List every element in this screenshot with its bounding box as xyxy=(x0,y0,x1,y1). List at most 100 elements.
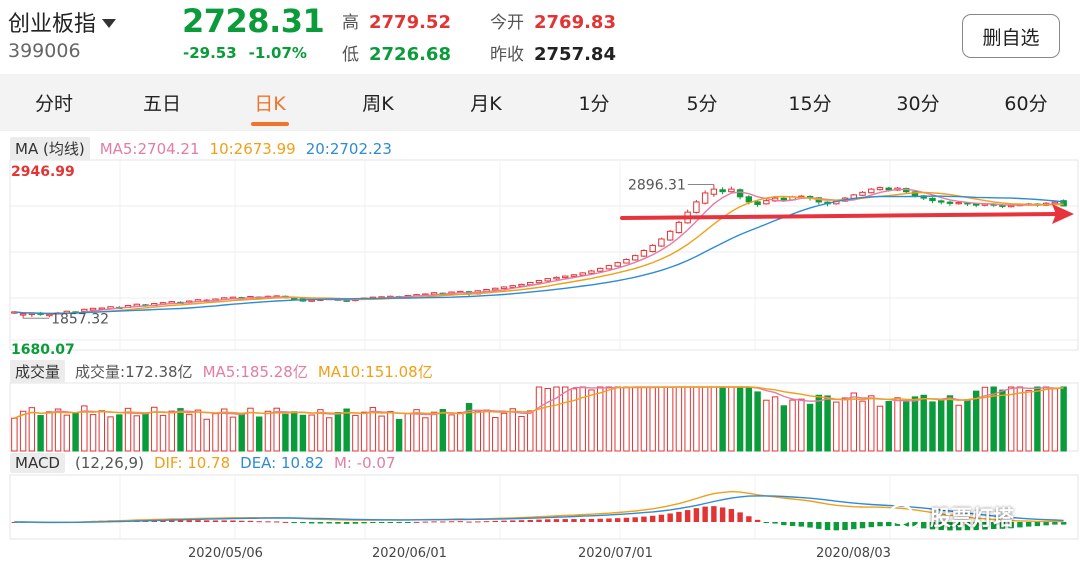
price-axis-min: 1680.07 xyxy=(11,342,75,358)
macd-histogram-bar xyxy=(754,519,761,522)
macd-histogram-bar xyxy=(824,522,831,531)
macd-histogram-bar xyxy=(370,522,376,523)
macd-histogram-bar xyxy=(693,508,700,522)
volume-bar xyxy=(177,408,184,452)
candle-body xyxy=(492,287,499,291)
stock-name-selector[interactable]: 创业板指 xyxy=(8,6,117,38)
price-legend: MA (均线) MA5:2704.21 10:2673.99 20:2702.2… xyxy=(10,137,392,160)
ma-selector[interactable]: MA (均线) xyxy=(10,137,90,160)
prev-close-label: 昨收 xyxy=(490,45,524,65)
macd-histogram-bar xyxy=(300,522,306,524)
tab-monthly-k[interactable]: 月K xyxy=(470,92,502,115)
macd-histogram-bar xyxy=(641,516,647,522)
volume-bar xyxy=(990,386,997,452)
macd-selector[interactable]: MACD xyxy=(10,453,65,473)
macd-histogram-bar xyxy=(597,518,603,522)
macd-histogram-bar xyxy=(475,521,481,523)
candle-body xyxy=(570,274,578,277)
macd-histogram-bar xyxy=(230,520,236,522)
macd-histogram-bar xyxy=(789,522,796,526)
remove-watchlist-button[interactable]: 删自选 xyxy=(962,14,1060,58)
macd-legend: MACD (12,26,9) DIF: 10.78 DEA: 10.82 M: … xyxy=(10,453,396,473)
macd-histogram-bar xyxy=(221,520,227,522)
macd-histogram-bar xyxy=(973,522,979,531)
candle-body xyxy=(89,307,97,311)
volume-bar xyxy=(229,416,237,452)
macd-histogram-bar xyxy=(632,517,638,522)
period-tabs: 分时 五日 日K 周K 月K 1分 5分 15分 30分 60分 xyxy=(0,74,1080,130)
macd-histogram-bar xyxy=(807,522,813,528)
tab-60min[interactable]: 60分 xyxy=(1004,92,1048,115)
macd-histogram-bar xyxy=(606,518,612,522)
volume-bar xyxy=(19,410,27,452)
candle-body xyxy=(780,197,788,201)
macd-histogram-bar xyxy=(623,517,630,522)
macd-histogram-bar xyxy=(1052,522,1058,525)
volume-bar xyxy=(824,395,831,452)
stock-name: 创业板指 xyxy=(8,12,97,37)
volume-bar xyxy=(221,408,228,452)
macd-histogram-bar xyxy=(676,511,682,522)
volume-bar xyxy=(369,407,377,452)
volume-selector[interactable]: 成交量 xyxy=(10,360,66,383)
tab-1min[interactable]: 1分 xyxy=(578,92,610,115)
candle-body xyxy=(649,244,656,253)
tab-five-day[interactable]: 五日 xyxy=(142,92,181,115)
volume-bar xyxy=(54,408,62,452)
candle-body xyxy=(614,262,621,267)
tab-daily-k[interactable]: 日K xyxy=(216,74,324,130)
kline-chart-area[interactable]: MA (均线) MA5:2704.21 10:2673.99 20:2702.2… xyxy=(0,130,1080,566)
candle-body xyxy=(658,238,665,247)
volume-bar xyxy=(999,389,1006,452)
volume-bar xyxy=(666,386,674,452)
wechat-logo-icon xyxy=(888,503,922,530)
candle-body xyxy=(972,203,980,206)
tab-30min[interactable]: 30分 xyxy=(896,92,940,115)
volume-bar xyxy=(614,386,621,452)
tab-5min[interactable]: 5分 xyxy=(686,92,718,115)
macd-histogram-bar xyxy=(1060,522,1067,525)
macd-histogram-bar xyxy=(929,522,936,530)
volume-ma10-value: MA10:151.08亿 xyxy=(317,363,433,381)
macd-histogram-bar xyxy=(667,513,673,522)
ma10-line xyxy=(14,191,1064,315)
candle-body xyxy=(588,270,595,274)
candle-body xyxy=(728,188,735,193)
tab-15min[interactable]: 15分 xyxy=(788,92,832,115)
macd-histogram-bar xyxy=(256,521,262,523)
candle-body xyxy=(640,250,648,257)
volume-bar xyxy=(964,399,971,452)
macd-histogram-bar xyxy=(798,522,805,527)
macd-histogram-bar xyxy=(964,522,971,531)
candle-body xyxy=(675,221,683,234)
tab-intraday[interactable]: 分时 xyxy=(34,92,73,115)
macd-histogram-bar xyxy=(186,520,192,522)
volume-bar xyxy=(11,417,18,452)
volume-bar xyxy=(763,399,770,452)
ma20-line xyxy=(14,195,1064,315)
candle-body xyxy=(527,281,534,286)
tab-weekly-k[interactable]: 周K xyxy=(362,92,394,115)
macd-histogram-bar xyxy=(483,521,490,523)
macd-histogram-bar xyxy=(291,522,297,523)
volume-bar xyxy=(46,411,53,452)
volume-bar xyxy=(159,414,167,452)
macd-histogram-bar xyxy=(938,522,944,531)
candle-body xyxy=(745,196,753,203)
candle-body xyxy=(701,192,709,204)
candle-body xyxy=(579,272,586,276)
volume-bar xyxy=(63,414,71,452)
macd-histogram-bar xyxy=(877,522,883,527)
macd-histogram-bar xyxy=(580,519,586,522)
volume-bar xyxy=(675,386,683,452)
volume-bar xyxy=(186,413,193,452)
macd-histogram-bar xyxy=(921,522,927,529)
volume-ma5-value: MA5:185.28亿 xyxy=(202,363,308,381)
volume-bar xyxy=(422,417,429,452)
high-marker-label: 2896.31 xyxy=(628,177,686,193)
candle-body xyxy=(868,188,875,194)
macd-histogram-bar xyxy=(912,522,918,528)
volume-bar xyxy=(238,413,245,452)
macd-histogram-bar xyxy=(658,514,665,522)
volume-bar xyxy=(841,397,849,452)
